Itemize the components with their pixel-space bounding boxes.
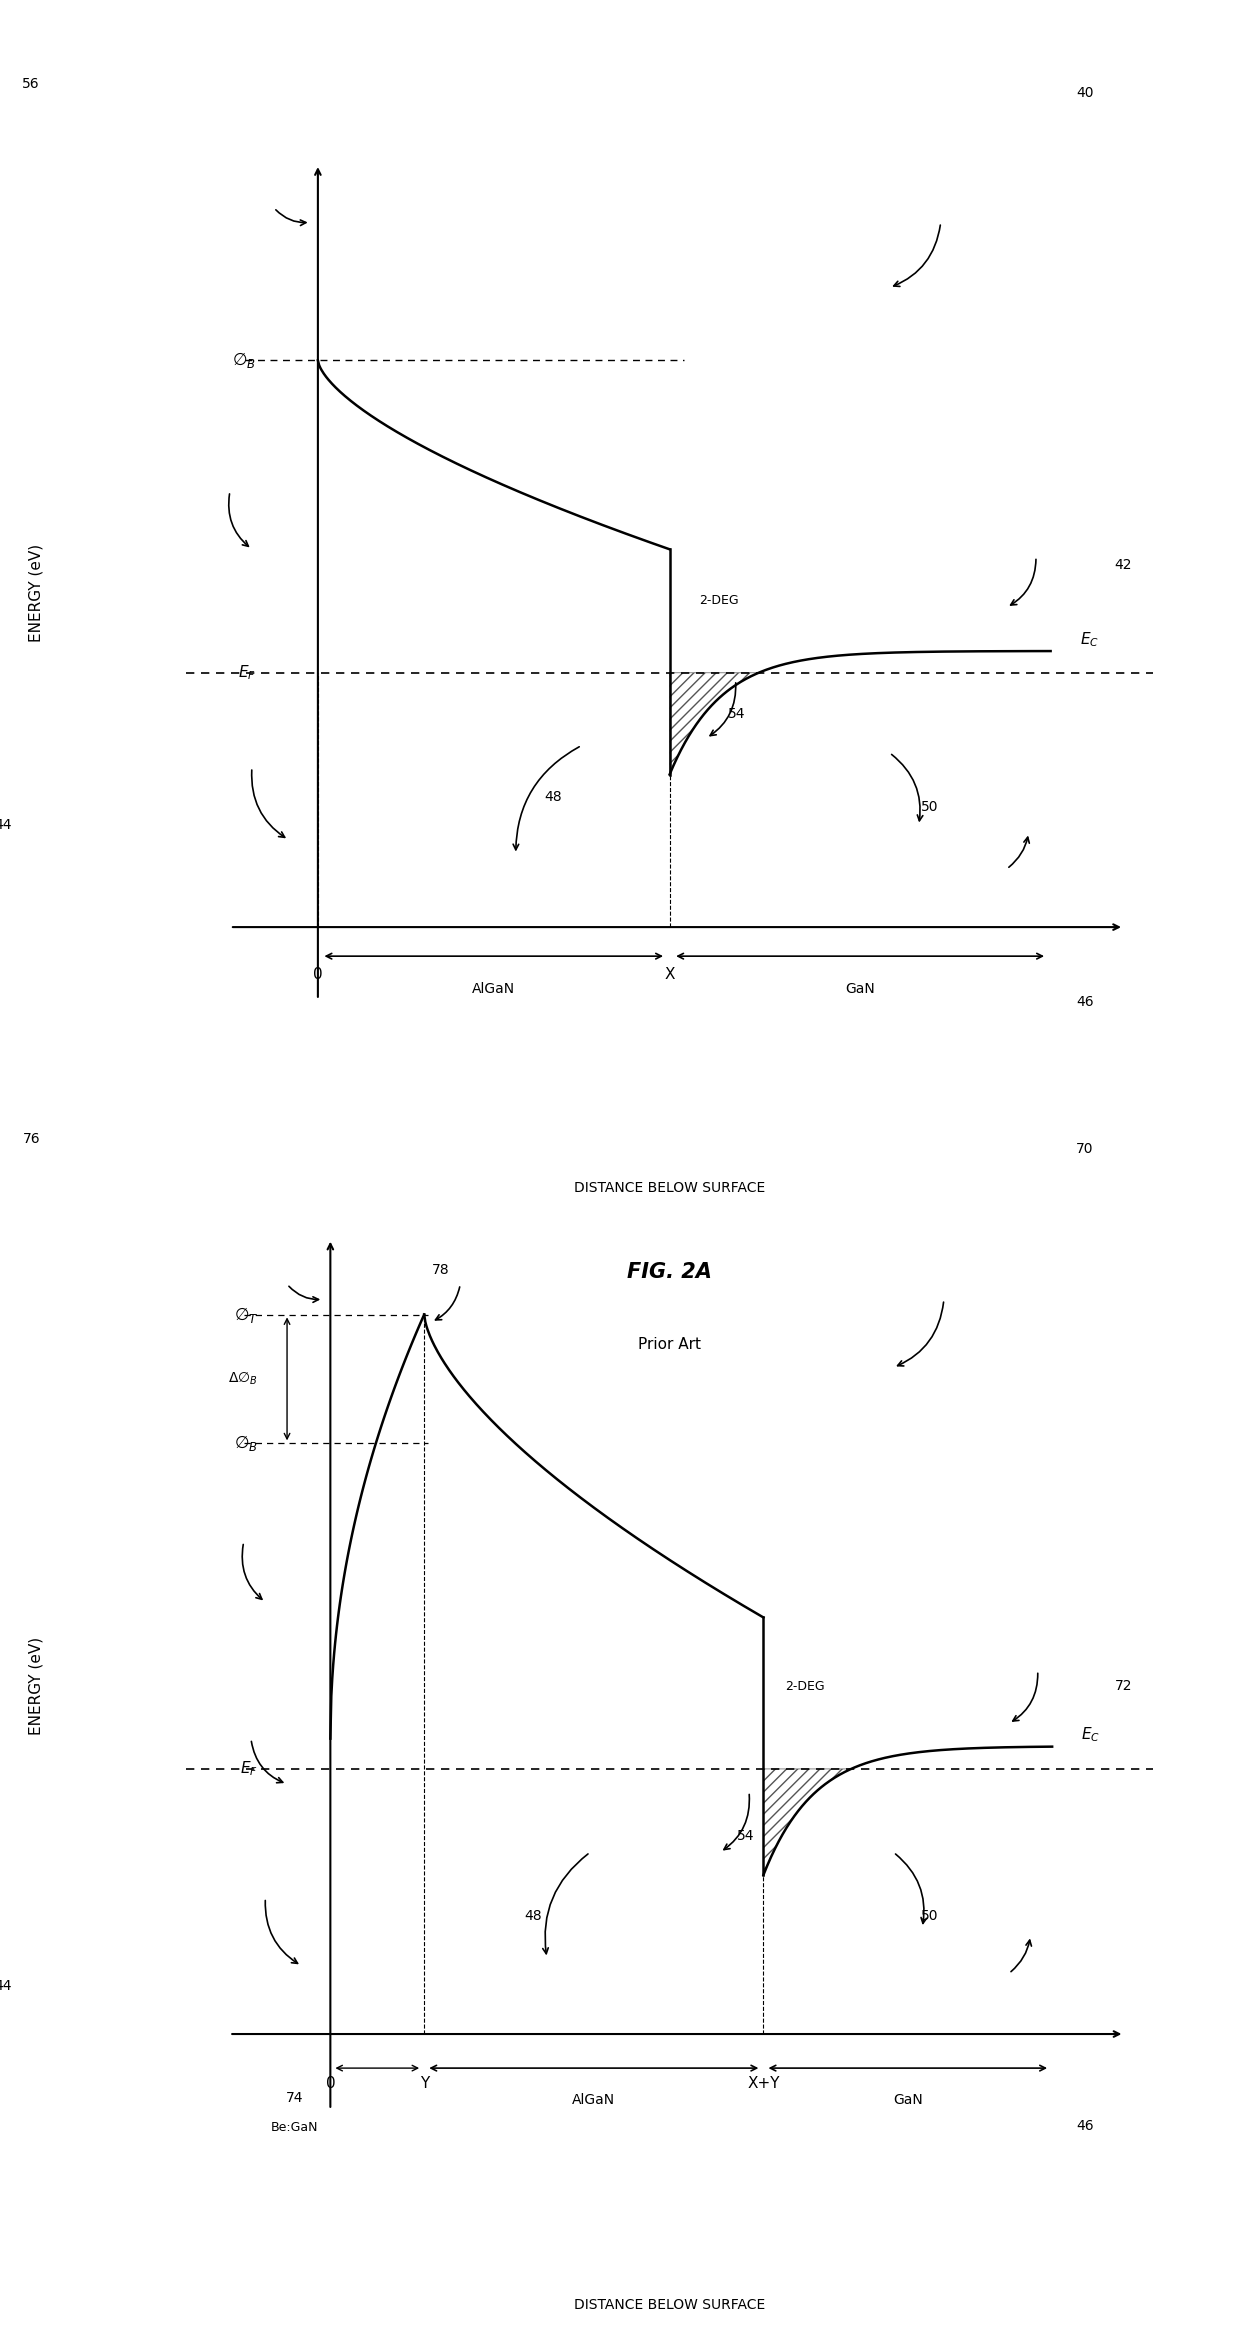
Text: DISTANCE BELOW SURFACE: DISTANCE BELOW SURFACE [574, 1181, 765, 1195]
Text: Prior Art: Prior Art [639, 1337, 701, 1351]
Text: 50: 50 [921, 1909, 939, 1923]
Text: 44: 44 [0, 1979, 12, 1993]
Text: X+Y: X+Y [748, 2076, 780, 2090]
Text: 44: 44 [0, 818, 12, 832]
Text: 0: 0 [326, 2076, 335, 2090]
Text: 74: 74 [285, 2090, 303, 2104]
Text: 50: 50 [921, 800, 939, 814]
Text: 70: 70 [1076, 1142, 1094, 1156]
Text: AlGaN: AlGaN [472, 981, 516, 995]
Text: 78: 78 [432, 1262, 449, 1276]
Text: 46: 46 [1076, 995, 1094, 1009]
Text: 46: 46 [1076, 2118, 1094, 2132]
Text: 40: 40 [1076, 86, 1094, 100]
Text: FIG. 2A: FIG. 2A [627, 1262, 712, 1283]
Text: ENERGY (eV): ENERGY (eV) [29, 1637, 43, 1734]
Text: 48: 48 [544, 790, 562, 804]
Text: $\emptyset_T$: $\emptyset_T$ [233, 1304, 258, 1325]
Text: $E_C$: $E_C$ [1081, 1725, 1100, 1744]
Text: $\emptyset_B$: $\emptyset_B$ [232, 351, 255, 370]
Text: 72: 72 [1115, 1679, 1132, 1693]
Text: 42: 42 [1115, 558, 1132, 572]
Text: Y: Y [419, 2076, 429, 2090]
Text: $\Delta\emptyset_B$: $\Delta\emptyset_B$ [228, 1372, 258, 1388]
Text: ENERGY (eV): ENERGY (eV) [29, 544, 43, 642]
Text: $E_F$: $E_F$ [238, 663, 255, 681]
Text: $\emptyset_B$: $\emptyset_B$ [234, 1432, 258, 1453]
Text: 56: 56 [22, 77, 40, 91]
Text: 0: 0 [312, 967, 322, 981]
Text: 54: 54 [738, 1827, 755, 1844]
Text: AlGaN: AlGaN [572, 2092, 615, 2106]
Text: X: X [665, 967, 675, 981]
Text: 54: 54 [728, 707, 745, 721]
Text: 2-DEG: 2-DEG [699, 595, 739, 607]
Text: DISTANCE BELOW SURFACE: DISTANCE BELOW SURFACE [574, 2299, 765, 2313]
Text: GaN: GaN [893, 2092, 923, 2106]
Text: Be:GaN: Be:GaN [270, 2120, 317, 2134]
Text: $E_F$: $E_F$ [241, 1760, 258, 1779]
Text: 48: 48 [525, 1909, 542, 1923]
Text: GaN: GaN [846, 981, 875, 995]
Text: 2-DEG: 2-DEG [785, 1681, 825, 1693]
Text: $E_C$: $E_C$ [1080, 630, 1099, 649]
Text: 76: 76 [22, 1132, 40, 1146]
